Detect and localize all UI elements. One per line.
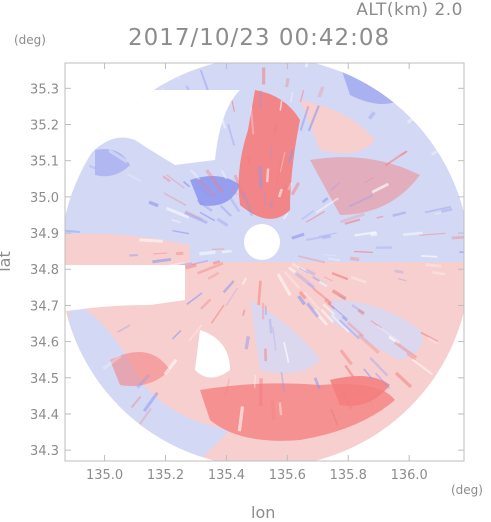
radial-streak (280, 402, 281, 415)
radial-streak (287, 78, 288, 87)
lat-tick-label: 34.3 (30, 444, 59, 459)
radial-streak (249, 158, 250, 165)
lon-tick-label: 135.0 (86, 468, 123, 483)
radial-streak (139, 240, 163, 241)
lat-tick-label: 34.6 (30, 336, 59, 351)
lon-tick-label: 135.4 (208, 468, 245, 483)
lat-tick-label: 34.9 (30, 227, 59, 242)
lon-tick-label: 135.6 (269, 468, 306, 483)
radial-streak (199, 252, 215, 254)
radial-streak (433, 272, 446, 274)
radial-streak (421, 256, 437, 257)
radial-streak (265, 192, 266, 207)
radial-streak (129, 255, 138, 256)
radial-streak (260, 167, 261, 189)
radial-streak (426, 265, 441, 267)
radial-streak (452, 237, 469, 238)
radial-streak (322, 237, 331, 238)
radial-streak (366, 73, 374, 86)
radial-streak (273, 400, 274, 420)
radar-cone-of-silence (244, 224, 280, 260)
radial-streak (270, 319, 271, 333)
lat-tick-label: 35.0 (30, 191, 59, 206)
lat-tick-label: 35.2 (30, 119, 59, 134)
radial-streak (267, 169, 268, 183)
radial-streak (246, 336, 248, 349)
lon-tick-label: 136.0 (391, 468, 428, 483)
lat-tick-label: 34.7 (30, 299, 59, 314)
radial-streak (459, 252, 479, 253)
lat-tick-label: 34.4 (30, 408, 59, 423)
radial-streak (176, 253, 183, 254)
lat-tick-label: 35.3 (30, 82, 59, 97)
radial-streak (403, 233, 423, 235)
lat-tick-label: 34.8 (30, 263, 59, 278)
lat-tick-label: 35.1 (30, 155, 59, 170)
radial-streak (275, 123, 276, 134)
lon-tick-label: 135.2 (147, 468, 184, 483)
radial-streak (371, 234, 377, 235)
radial-streak (255, 375, 256, 388)
radial-streak (395, 271, 404, 273)
lon-tick-label: 135.8 (330, 468, 367, 483)
velocity-field (51, 45, 479, 471)
radial-streak (350, 258, 359, 259)
lat-tick-label: 34.5 (30, 372, 59, 387)
radial-streak (271, 201, 272, 208)
radial-streak (153, 253, 167, 254)
radial-streak (222, 251, 232, 252)
